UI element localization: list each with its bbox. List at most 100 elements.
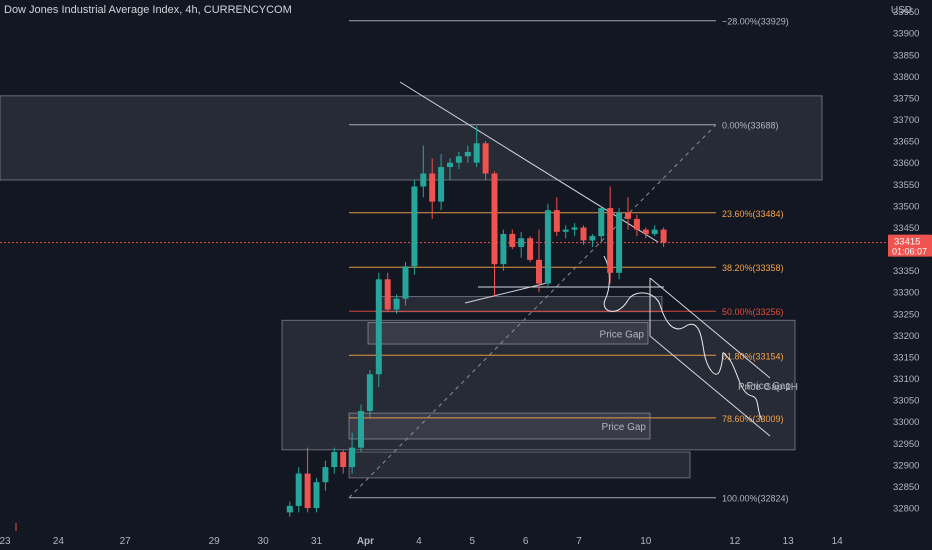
candle-body <box>527 238 534 260</box>
fib-label: 100.00%(32824) <box>722 494 789 504</box>
candle-body <box>660 229 667 243</box>
time-tick-label: 13 <box>783 536 795 547</box>
time-tick-label: 12 <box>729 536 741 547</box>
candle-body <box>482 143 489 174</box>
time-tick-label: 29 <box>209 536 221 547</box>
price-tick-label: 33500 <box>893 201 919 212</box>
support-line <box>464 282 548 304</box>
price-tick-label: 33000 <box>893 417 919 428</box>
candle-body <box>349 447 356 468</box>
price-tick-label: 33350 <box>893 266 919 277</box>
candle-body <box>509 233 516 247</box>
price-tick-label: 33450 <box>893 223 919 234</box>
price-tick-label: 33600 <box>893 158 919 169</box>
time-tick-label: 10 <box>640 536 652 547</box>
time-tick-label: 31 <box>311 536 323 547</box>
zone-label: Price Gap <box>747 381 792 392</box>
candle-body <box>420 173 427 187</box>
price-tick-label: 33100 <box>893 374 919 385</box>
candle-body <box>500 233 507 265</box>
candle-body <box>286 505 293 513</box>
candle-body <box>607 208 614 273</box>
price-tick-label: 33150 <box>893 352 919 363</box>
time-tick-label: 6 <box>523 536 529 547</box>
time-tick-label: 4 <box>416 536 422 547</box>
fib-label: −28.00%(33929) <box>722 17 789 27</box>
price-tick-label: 33650 <box>893 137 919 148</box>
price-tick-label: 33300 <box>893 288 919 299</box>
candle-body <box>598 208 605 237</box>
price-tick-label: 32900 <box>893 460 919 471</box>
price-tick-label: 32850 <box>893 482 919 493</box>
candle-body <box>491 173 498 265</box>
candle-body <box>447 162 453 168</box>
fib-label: 50.00%(33256) <box>722 307 784 317</box>
price-gap-1h-label: Price Gap 1H <box>738 382 798 393</box>
time-tick-label: 5 <box>469 536 475 547</box>
candle-body <box>366 374 373 411</box>
candle-body <box>473 143 480 163</box>
price-tick-label: 33050 <box>893 396 919 407</box>
candle-body <box>589 236 596 241</box>
fib-label: 78.60%(33009) <box>722 414 784 424</box>
candle-body <box>625 212 631 219</box>
zone-box <box>0 95 823 181</box>
price-tick-label: 33950 <box>893 7 919 18</box>
candle-body <box>633 218 640 230</box>
candle-body <box>562 229 569 232</box>
price-tick-label: 32800 <box>893 504 919 515</box>
fib-label: 23.60%(33484) <box>722 209 784 219</box>
candle-body <box>340 451 347 468</box>
price-tick-label: 33700 <box>893 115 919 126</box>
candle-body <box>580 227 587 241</box>
candle-body <box>544 210 551 284</box>
price-tick-label: 33850 <box>893 50 919 61</box>
time-tick-label: 27 <box>120 536 132 547</box>
zone-box <box>348 451 691 479</box>
candle-body <box>411 186 418 267</box>
channel-bottom <box>649 335 771 437</box>
candle-body <box>384 279 391 310</box>
candle-body <box>295 473 302 506</box>
time-tick-label: 30 <box>258 536 270 547</box>
price-tick-label: 32950 <box>893 439 919 450</box>
candle-body <box>358 410 364 448</box>
price-tick-label: 33200 <box>893 331 919 342</box>
time-tick-label: 14 <box>832 536 844 547</box>
channel-top <box>649 277 771 379</box>
time-axis <box>0 532 888 550</box>
projection-path <box>603 255 763 421</box>
price-tick-label: 33750 <box>893 93 919 104</box>
time-tick-label: 23 <box>0 536 11 547</box>
trend-line <box>399 81 659 243</box>
fib-label: 61.80%(33154) <box>722 351 784 361</box>
chart-title: Dow Jones Industrial Average Index, 4h, … <box>4 4 292 16</box>
candle-body <box>553 210 560 232</box>
candle-body <box>322 467 329 483</box>
candle-body <box>375 279 382 375</box>
fib-label: 38.20%(33358) <box>722 263 784 273</box>
candle-body <box>304 473 311 509</box>
candle-body <box>616 212 623 273</box>
candle-body <box>464 151 471 157</box>
candle-body <box>313 482 320 509</box>
candle-body <box>642 229 649 234</box>
zone-label: Price Gap <box>600 329 645 340</box>
candle-body <box>536 259 542 284</box>
candle-body <box>331 451 338 468</box>
candle-body <box>571 227 578 230</box>
time-tick-label: Apr <box>357 536 374 547</box>
zone-label: Price Gap <box>602 422 647 433</box>
candle-body <box>393 298 400 310</box>
price-tick-label: 33900 <box>893 29 919 40</box>
candle-body <box>402 266 409 299</box>
current-price-label: 33415 <box>894 237 920 248</box>
candle-body <box>429 173 436 202</box>
time-tick-label: 7 <box>576 536 582 547</box>
candle-body <box>455 156 462 163</box>
price-axis <box>888 0 932 550</box>
current-price-badge <box>888 234 932 257</box>
price-tick-label: 33800 <box>893 72 919 83</box>
candle-body <box>518 238 525 247</box>
